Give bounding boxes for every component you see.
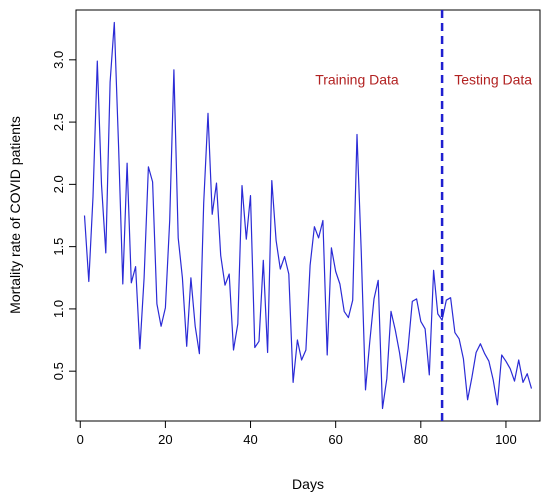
plot-area: [75, 9, 541, 422]
y-tick-label: 2.5: [51, 113, 66, 131]
x-axis-title: Days: [292, 476, 324, 492]
y-tick-label: 2.0: [51, 175, 66, 193]
x-tick-label: 80: [414, 432, 428, 447]
annotation-layer: Training Data Testing Data: [315, 72, 532, 88]
y-tick-label: 3.0: [51, 51, 66, 69]
series-line: [83, 21, 533, 410]
x-axis: 0 20 40 60 80 100: [77, 421, 517, 447]
y-tick-label: 1.5: [51, 238, 66, 256]
annotation-label: Training Data: [315, 72, 399, 88]
series-layer: [83, 21, 533, 410]
x-tick-label: 40: [243, 432, 257, 447]
y-tick-label: 0.5: [51, 362, 66, 380]
annotation-label: Testing Data: [454, 72, 532, 88]
y-axis-title: Mortality rate of COVID patients: [7, 116, 23, 314]
y-tick-label: 1.0: [51, 300, 66, 318]
x-tick-label: 100: [495, 432, 517, 447]
plot-frame: [75, 9, 541, 422]
x-tick-label: 20: [158, 432, 172, 447]
x-tick-label: 60: [328, 432, 342, 447]
y-axis: 0.5 1.0 1.5 2.0 2.5 3.0: [51, 51, 76, 380]
x-tick-label: 0: [77, 432, 84, 447]
